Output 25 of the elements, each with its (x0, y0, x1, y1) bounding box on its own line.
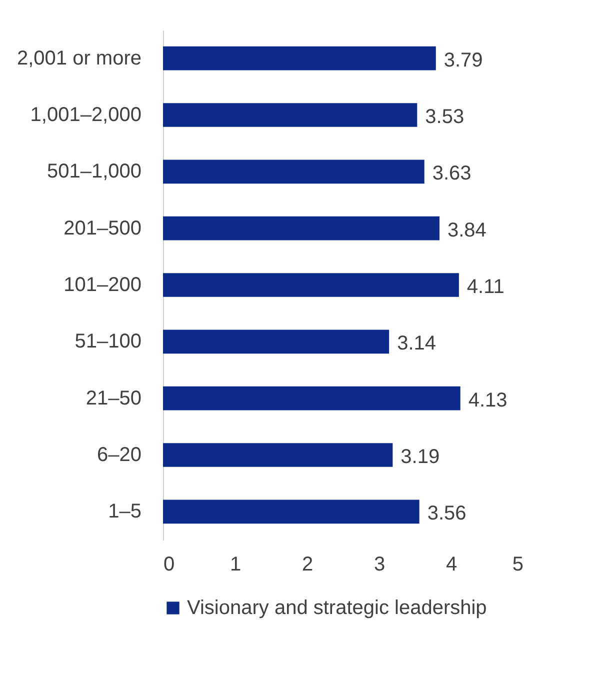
y-tick-label: 2,001 or more (16, 47, 142, 70)
data-label: 3.84 (447, 219, 486, 242)
data-label: 3.19 (400, 446, 440, 468)
data-label: 3.53 (425, 106, 464, 128)
y-tick-label: 21–50 (86, 387, 142, 410)
y-tick-label: 1,001–2,000 (30, 104, 142, 126)
x-tick-label: 4 (446, 554, 458, 576)
y-tick-label: 51–100 (74, 330, 142, 353)
x-tick-label: 5 (512, 554, 524, 576)
data-label: 3.79 (444, 49, 483, 72)
x-tick-label: 0 (164, 554, 175, 576)
data-label: 3.63 (432, 162, 472, 185)
y-tick-label: 201–500 (64, 217, 142, 240)
x-tick-label: 1 (230, 554, 242, 576)
legend-label: Visionary and strategic leadership (187, 597, 487, 619)
x-tick-label: 3 (374, 554, 386, 576)
data-label: 3.14 (397, 332, 436, 355)
y-tick-label: 101–200 (64, 274, 142, 296)
y-tick-label: 6–20 (97, 444, 142, 466)
y-tick-label: 501–1,000 (46, 160, 142, 183)
data-label: 3.56 (427, 502, 466, 525)
data-label: 4.11 (466, 276, 504, 298)
data-label: 4.13 (468, 389, 508, 412)
x-tick-label: 2 (302, 554, 314, 576)
y-tick-label: 1–5 (108, 500, 142, 523)
